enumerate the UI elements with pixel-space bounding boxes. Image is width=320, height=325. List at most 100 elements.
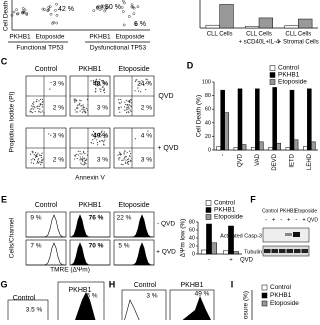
dot (105, 5, 109, 9)
event (33, 105, 35, 108)
bar (205, 24, 220, 29)
event (36, 106, 38, 108)
event (43, 112, 45, 114)
label: 42 % (58, 6, 74, 13)
event (119, 153, 121, 155)
event (102, 89, 105, 92)
event (122, 159, 124, 161)
event (39, 154, 41, 157)
legend-swatch (261, 292, 268, 299)
band (294, 249, 301, 253)
event (34, 159, 36, 161)
event (77, 107, 79, 109)
label: 6 % (134, 21, 146, 28)
event (125, 156, 127, 158)
label: 4 % (141, 133, 152, 140)
dot (23, 8, 27, 12)
event (80, 105, 82, 107)
event (104, 137, 106, 139)
bar (206, 223, 212, 255)
event (120, 163, 122, 166)
legend-label: Control (214, 200, 236, 207)
label: PKHB1 (270, 292, 292, 299)
event (87, 154, 89, 156)
x-tick-label: IETD (290, 153, 296, 167)
event (102, 140, 104, 142)
event (143, 84, 145, 86)
event (118, 159, 120, 161)
event (82, 104, 84, 106)
event (82, 151, 85, 153)
event (87, 104, 89, 106)
label: Etoposide (116, 34, 145, 41)
event (125, 159, 127, 161)
event (39, 161, 41, 163)
event (34, 107, 36, 109)
label: QVD (307, 217, 318, 223)
event (90, 141, 92, 144)
legend-swatch (205, 200, 212, 206)
event (101, 139, 103, 142)
legend-swatch (261, 284, 268, 291)
event (41, 103, 43, 106)
label: + (302, 218, 306, 224)
legend-label: Control (278, 65, 300, 72)
event (80, 162, 82, 164)
event (36, 98, 38, 101)
dot (51, 21, 54, 25)
event (40, 111, 42, 113)
event (81, 163, 83, 165)
label: + (287, 218, 291, 224)
bar (272, 87, 277, 151)
event (76, 157, 78, 160)
panel-letter: D (187, 60, 194, 70)
dot (121, 0, 125, 3)
event (92, 80, 95, 82)
event (49, 88, 51, 90)
dot (95, 6, 99, 10)
event (100, 90, 102, 93)
label: 2 % (141, 105, 152, 112)
dot (120, 6, 124, 9)
event (90, 80, 92, 82)
dot (100, 6, 104, 10)
event (96, 142, 99, 144)
event (118, 99, 120, 101)
event (129, 156, 131, 158)
label: 3 % (97, 157, 108, 164)
event (92, 142, 94, 145)
panel-letter: F (250, 194, 256, 204)
event (134, 138, 137, 140)
label: 3.5 % (26, 307, 43, 314)
event (127, 158, 129, 161)
event (77, 154, 80, 156)
event (134, 90, 136, 92)
event (73, 98, 75, 100)
dot (92, 9, 96, 12)
label: 76 % (89, 215, 104, 222)
label: 24 % (137, 81, 152, 88)
x-tick-label: LEHD (307, 153, 313, 170)
bar (237, 88, 243, 151)
event (126, 162, 129, 164)
event (130, 160, 132, 162)
event (32, 111, 34, 114)
dot (49, 12, 53, 16)
event (129, 150, 131, 152)
y-axis-label: Cell Death (%) (196, 95, 203, 137)
label: Control (13, 295, 36, 302)
legend-label: PKHB1 (214, 207, 236, 214)
event (94, 91, 96, 93)
event (74, 98, 76, 100)
event (118, 102, 120, 104)
label: 2 % (53, 157, 64, 164)
event (30, 162, 32, 164)
label: 22 % (117, 215, 132, 222)
event (86, 109, 89, 111)
event (128, 160, 130, 163)
event (79, 102, 81, 105)
label: 7 % (30, 243, 41, 250)
x-tick-label: CLL Cells (285, 32, 311, 38)
histogram (26, 214, 67, 238)
event (77, 150, 79, 152)
